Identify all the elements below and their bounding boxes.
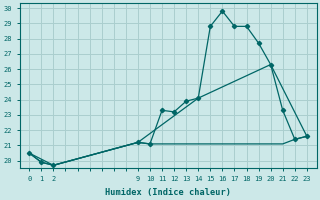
X-axis label: Humidex (Indice chaleur): Humidex (Indice chaleur) — [105, 188, 231, 197]
